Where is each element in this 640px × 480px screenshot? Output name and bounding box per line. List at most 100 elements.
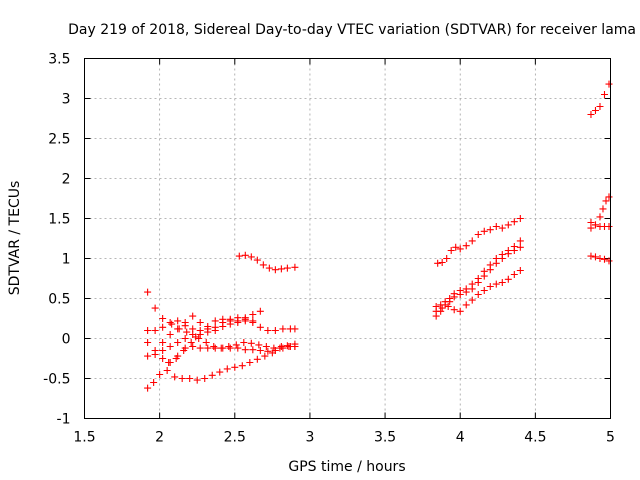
data-point — [587, 219, 595, 226]
data-point — [486, 266, 494, 274]
data-point — [587, 252, 595, 260]
data-point — [166, 331, 174, 338]
data-point — [498, 279, 506, 286]
data-point — [279, 344, 287, 352]
data-point — [183, 328, 191, 336]
data-point — [165, 359, 173, 366]
data-point — [144, 384, 152, 392]
series-track-5 — [144, 317, 299, 360]
data-point — [189, 343, 197, 350]
data-point — [159, 355, 167, 362]
data-point — [174, 339, 182, 346]
data-point — [270, 344, 278, 352]
data-point — [480, 227, 488, 235]
data-point — [264, 327, 272, 334]
data-point — [596, 103, 604, 110]
axis-ticks — [84, 58, 611, 419]
series-track-10 — [432, 237, 524, 310]
data-point — [452, 243, 460, 251]
data-point — [226, 315, 234, 323]
grid-lines — [84, 58, 611, 419]
data-point — [480, 272, 488, 280]
data-point — [279, 325, 287, 333]
data-point — [492, 223, 500, 230]
data-point — [196, 319, 204, 326]
x-tick-label: 4.5 — [524, 430, 546, 446]
data-point — [438, 304, 446, 312]
y-tick-label: 0.5 — [48, 292, 70, 308]
data-point — [235, 252, 243, 260]
data-point — [600, 91, 608, 98]
data-point — [259, 261, 267, 269]
data-point — [256, 347, 264, 354]
data-point — [599, 205, 607, 213]
data-point — [443, 255, 451, 262]
data-point — [447, 247, 455, 254]
data-point — [480, 287, 488, 294]
data-point — [456, 291, 464, 298]
data-point — [504, 250, 512, 258]
data-point — [510, 247, 518, 254]
data-point — [504, 221, 512, 229]
data-point — [261, 352, 269, 360]
data-point — [498, 224, 506, 232]
data-point — [256, 323, 264, 331]
data-point — [468, 237, 476, 245]
data-point — [196, 331, 204, 338]
data-point — [241, 346, 249, 354]
data-point — [246, 359, 254, 366]
data-point — [159, 323, 167, 331]
data-point — [605, 223, 613, 230]
series-track-7 — [159, 312, 257, 346]
data-point — [180, 347, 188, 354]
data-point — [510, 271, 518, 278]
y-axis-title: SDTVAR / TECUs — [7, 181, 23, 296]
data-point — [208, 371, 216, 379]
data-point — [283, 342, 291, 350]
plot-frame — [84, 58, 611, 419]
data-point — [591, 107, 599, 114]
data-point — [596, 255, 604, 262]
data-point — [241, 315, 249, 323]
data-point — [605, 193, 613, 201]
x-tick-label: 2 — [155, 430, 164, 446]
data-point — [156, 371, 164, 378]
data-point — [172, 355, 180, 362]
data-point — [492, 259, 500, 267]
y-tick-labels: -1 -0.5 0 0.5 1 1.5 2 2.5 3 3.5 — [43, 52, 70, 428]
data-point — [238, 362, 246, 370]
data-point — [189, 331, 197, 338]
x-tick-label: 3 — [305, 430, 314, 446]
data-point — [516, 237, 524, 245]
data-point — [256, 307, 264, 315]
data-point — [253, 355, 261, 363]
data-point — [462, 288, 470, 296]
data-point — [516, 243, 524, 251]
y-tick-label: 0 — [62, 332, 71, 348]
data-point — [249, 311, 257, 318]
data-point — [225, 343, 233, 350]
y-tick-label: 1.5 — [48, 212, 70, 228]
data-point — [204, 344, 212, 352]
data-point — [211, 323, 219, 331]
data-point — [262, 343, 270, 350]
data-point — [168, 320, 176, 328]
data-point — [174, 325, 182, 333]
data-point — [144, 288, 152, 296]
data-point — [510, 218, 518, 226]
data-point — [195, 335, 203, 342]
data-point — [144, 352, 152, 360]
data-point — [587, 111, 595, 118]
data-point — [450, 306, 458, 314]
x-tick-label: 2.5 — [224, 430, 246, 446]
data-point — [249, 317, 257, 325]
series-track-12 — [432, 267, 524, 315]
data-point — [474, 231, 482, 238]
series-track-9 — [434, 215, 524, 267]
data-point — [159, 315, 167, 322]
data-point — [216, 368, 224, 376]
series-track-1 — [144, 288, 200, 341]
data-point — [249, 346, 257, 354]
data-point — [159, 347, 167, 354]
series-track-13 — [587, 80, 613, 118]
